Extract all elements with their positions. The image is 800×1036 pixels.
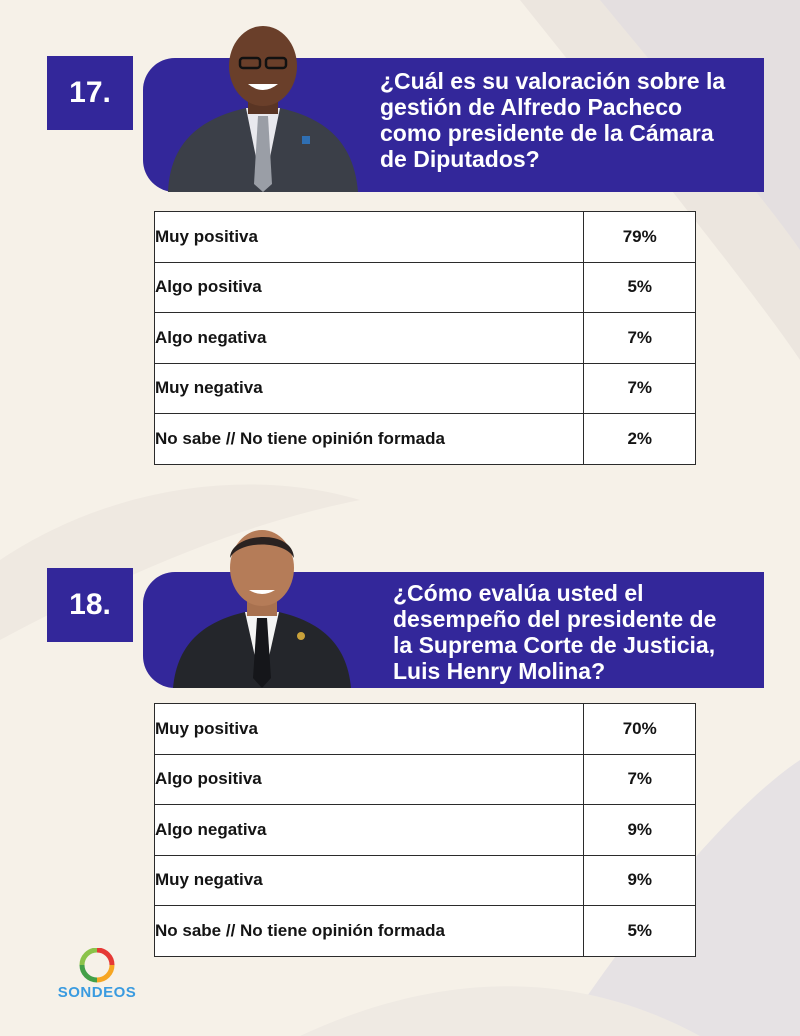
table-row: Muy negativa 9% [153, 854, 696, 906]
question-17: 17. ¿Cuál es su valoración sobre la gest… [0, 26, 800, 194]
answer-label: Algo positiva [153, 261, 585, 313]
portrait-photo [173, 530, 351, 688]
table-row: No sabe // No tiene opinión formada 5% [153, 905, 696, 957]
logo-text: SONDEOS [57, 984, 137, 1001]
answer-label: Muy negativa [153, 362, 585, 414]
answer-percent: 9% [583, 804, 696, 856]
answer-percent: 7% [583, 312, 696, 364]
answer-percent: 7% [583, 362, 696, 414]
table-row: Algo positiva 5% [153, 261, 696, 313]
answer-percent: 2% [583, 413, 696, 465]
answer-percent: 79% [583, 211, 696, 263]
results-table: Muy positiva 70% Algo positiva 7% Algo n… [153, 703, 696, 957]
table-row: Muy positiva 70% [153, 703, 696, 755]
question-18: 18. ¿Cómo evalúa usted el desempeño del … [0, 530, 800, 690]
question-number: 17. [47, 56, 133, 130]
table-row: Muy positiva 79% [153, 211, 696, 263]
results-table: Muy positiva 79% Algo positiva 5% Algo n… [153, 211, 696, 465]
table-row: No sabe // No tiene opinión formada 2% [153, 413, 696, 465]
answer-percent: 9% [583, 854, 696, 906]
answer-percent: 5% [583, 261, 696, 313]
answer-label: Muy negativa [153, 854, 585, 906]
question-text: ¿Cuál es su valoración sobre la gestión … [380, 68, 726, 172]
table-row: Algo negativa 9% [153, 804, 696, 856]
answer-label: No sabe // No tiene opinión formada [153, 413, 585, 465]
answer-label: Algo negativa [153, 804, 585, 856]
answer-label: Algo positiva [153, 753, 585, 805]
table-row: Algo negativa 7% [153, 312, 696, 364]
table-row: Muy negativa 7% [153, 362, 696, 414]
table-row: Algo positiva 7% [153, 753, 696, 805]
answer-label: Muy positiva [153, 703, 585, 755]
sondeos-logo: SONDEOS [50, 947, 144, 1004]
answer-label: Algo negativa [153, 312, 585, 364]
question-text: ¿Cómo evalúa usted el desempeño del pres… [393, 580, 717, 684]
logo-ring-icon [79, 947, 115, 983]
answer-label: No sabe // No tiene opinión formada [153, 905, 585, 957]
portrait-photo [168, 26, 358, 192]
answer-percent: 5% [583, 905, 696, 957]
answer-percent: 70% [583, 703, 696, 755]
answer-label: Muy positiva [153, 211, 585, 263]
question-number: 18. [47, 568, 133, 642]
answer-percent: 7% [583, 753, 696, 805]
